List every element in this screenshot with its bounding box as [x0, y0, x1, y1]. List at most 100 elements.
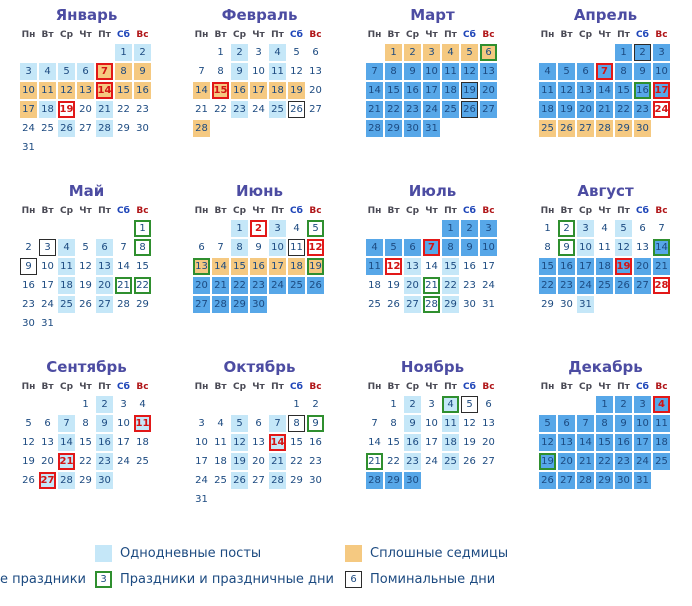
day-cell[interactable]: 19: [288, 82, 305, 99]
day-cell[interactable]: 5: [25, 418, 32, 429]
day-cell[interactable]: 28: [423, 296, 440, 313]
day-cell[interactable]: 10: [252, 66, 265, 77]
day-cell[interactable]: 5: [307, 220, 324, 237]
day-cell[interactable]: 5: [615, 220, 632, 237]
day-cell[interactable]: 27: [79, 123, 92, 134]
day-cell[interactable]: 19: [463, 437, 476, 448]
day-cell[interactable]: 29: [231, 296, 248, 313]
day-cell[interactable]: 8: [596, 415, 613, 432]
day-cell[interactable]: 10: [269, 239, 286, 256]
day-cell[interactable]: 11: [134, 415, 151, 432]
day-cell[interactable]: 9: [404, 415, 421, 432]
day-cell[interactable]: 21: [96, 101, 113, 118]
day-cell[interactable]: 9: [307, 415, 324, 432]
day-cell[interactable]: 27: [577, 120, 594, 137]
day-cell[interactable]: 27: [634, 277, 651, 294]
day-cell[interactable]: 23: [404, 453, 421, 470]
day-cell[interactable]: 26: [615, 277, 632, 294]
day-cell[interactable]: 26: [288, 101, 305, 118]
day-cell[interactable]: 23: [558, 277, 575, 294]
day-cell[interactable]: 6: [312, 47, 319, 58]
day-cell[interactable]: 18: [539, 101, 556, 118]
day-cell[interactable]: 22: [442, 277, 459, 294]
day-cell[interactable]: 10: [41, 261, 54, 272]
day-cell[interactable]: 12: [385, 258, 402, 275]
day-cell[interactable]: 14: [212, 258, 229, 275]
day-cell[interactable]: 29: [442, 296, 459, 313]
day-cell[interactable]: 19: [58, 101, 75, 118]
day-cell[interactable]: 6: [77, 63, 94, 80]
day-cell[interactable]: 20: [309, 85, 322, 96]
day-cell[interactable]: 17: [195, 456, 208, 467]
day-cell[interactable]: 4: [539, 63, 556, 80]
day-cell[interactable]: 12: [231, 434, 248, 451]
day-cell[interactable]: 23: [136, 104, 149, 115]
day-cell[interactable]: 28: [269, 472, 286, 489]
day-cell[interactable]: 2: [404, 44, 421, 61]
day-cell[interactable]: 13: [558, 434, 575, 451]
day-cell[interactable]: 27: [404, 296, 421, 313]
day-cell[interactable]: 8: [544, 242, 551, 253]
day-cell[interactable]: 14: [366, 82, 383, 99]
day-cell[interactable]: 29: [385, 472, 402, 489]
day-cell[interactable]: 13: [404, 258, 421, 275]
day-cell[interactable]: 27: [480, 101, 497, 118]
day-cell[interactable]: 21: [366, 101, 383, 118]
day-cell[interactable]: 21: [366, 453, 383, 470]
day-cell[interactable]: 14: [117, 261, 130, 272]
day-cell[interactable]: 30: [404, 472, 421, 489]
day-cell[interactable]: 1: [442, 220, 459, 237]
day-cell[interactable]: 1: [596, 396, 613, 413]
day-cell[interactable]: 24: [252, 104, 265, 115]
day-cell[interactable]: 31: [634, 472, 651, 489]
day-cell[interactable]: 17: [653, 82, 670, 99]
day-cell[interactable]: 11: [539, 82, 556, 99]
day-cell[interactable]: 2: [250, 220, 267, 237]
day-cell[interactable]: 23: [22, 299, 35, 310]
day-cell[interactable]: 26: [463, 456, 476, 467]
day-cell[interactable]: 22: [596, 453, 613, 470]
day-cell[interactable]: 29: [136, 299, 149, 310]
day-cell[interactable]: 7: [596, 63, 613, 80]
day-cell[interactable]: 29: [79, 475, 92, 486]
day-cell[interactable]: 12: [58, 82, 75, 99]
day-cell[interactable]: 24: [634, 453, 651, 470]
day-cell[interactable]: 3: [428, 399, 435, 410]
day-cell[interactable]: 30: [22, 318, 35, 329]
day-cell[interactable]: 21: [269, 453, 286, 470]
day-cell[interactable]: 2: [404, 396, 421, 413]
day-cell[interactable]: 13: [636, 242, 649, 253]
day-cell[interactable]: 4: [293, 223, 300, 234]
day-cell[interactable]: 8: [390, 418, 397, 429]
day-cell[interactable]: 18: [653, 434, 670, 451]
day-cell[interactable]: 7: [371, 418, 378, 429]
day-cell[interactable]: 9: [615, 415, 632, 432]
day-cell[interactable]: 20: [480, 82, 497, 99]
day-cell[interactable]: 15: [212, 82, 229, 99]
day-cell[interactable]: 14: [58, 434, 75, 451]
day-cell[interactable]: 30: [309, 475, 322, 486]
day-cell[interactable]: 1: [615, 44, 632, 61]
day-cell[interactable]: 9: [634, 63, 651, 80]
day-cell[interactable]: 24: [482, 280, 495, 291]
day-cell[interactable]: 2: [615, 396, 632, 413]
day-cell[interactable]: 16: [96, 434, 113, 451]
day-cell[interactable]: 31: [577, 296, 594, 313]
day-cell[interactable]: 8: [442, 239, 459, 256]
day-cell[interactable]: 21: [577, 453, 594, 470]
day-cell[interactable]: 4: [139, 399, 146, 410]
day-cell[interactable]: 21: [115, 277, 132, 294]
day-cell[interactable]: 16: [463, 261, 476, 272]
day-cell[interactable]: 20: [96, 277, 113, 294]
day-cell[interactable]: 19: [307, 258, 324, 275]
day-cell[interactable]: 16: [404, 82, 421, 99]
day-cell[interactable]: 6: [558, 415, 575, 432]
day-cell[interactable]: 24: [195, 475, 208, 486]
day-cell[interactable]: 7: [217, 242, 224, 253]
day-cell[interactable]: 16: [615, 434, 632, 451]
day-cell[interactable]: 25: [136, 456, 149, 467]
day-cell[interactable]: 26: [231, 472, 248, 489]
day-cell[interactable]: 15: [539, 258, 556, 275]
day-cell[interactable]: 3: [255, 47, 262, 58]
day-cell[interactable]: 7: [658, 223, 665, 234]
